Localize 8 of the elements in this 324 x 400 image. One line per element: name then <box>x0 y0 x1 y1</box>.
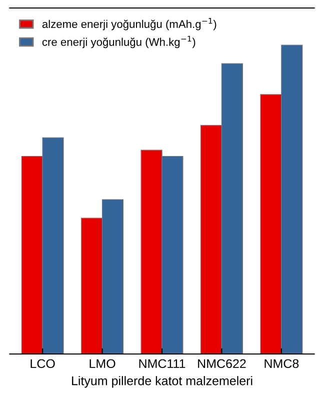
legend-label: cre enerji yoğunluğu (Wh.kg$^{−1}$) <box>42 36 196 48</box>
x-tick-label: LMO <box>90 359 116 368</box>
x-axis-title: Lityum pillerde katot malzemeleri <box>72 376 252 388</box>
x-tick-label: LCO <box>30 359 55 368</box>
legend-label: alzeme enerji yoğunluğu (mAh.g$^{−1}$) <box>42 18 216 30</box>
x-tick-label: NMC111 <box>139 359 186 368</box>
x-tick-label: NMC8 <box>264 359 299 368</box>
x-tick-label: NMC622 <box>198 359 246 368</box>
